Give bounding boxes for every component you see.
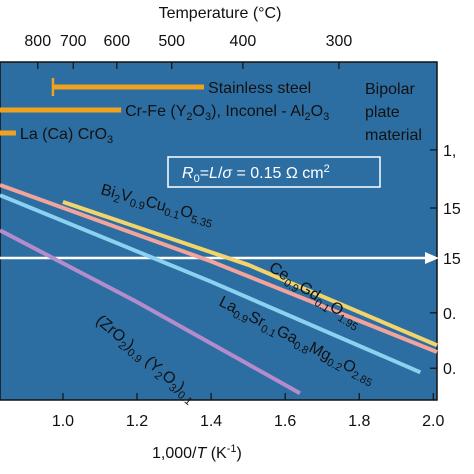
- y2-tick-label: 15: [443, 201, 461, 218]
- x2-tick-label: 700: [60, 33, 87, 50]
- range-title: material: [365, 127, 422, 144]
- x-tick-label: 1.0: [52, 413, 74, 430]
- text-part: 0.1: [163, 206, 181, 222]
- text-part: 0.9: [128, 197, 146, 213]
- chart-title: Temperature (°C): [159, 5, 282, 22]
- text-part: O: [311, 103, 323, 120]
- text-part: La (Ca) CrO: [20, 126, 107, 143]
- plot-area: [0, 61, 438, 401]
- text-part: σ: [222, 165, 233, 182]
- text-part: 2: [186, 111, 192, 123]
- series-line: [0, 183, 438, 354]
- range-bar: [52, 84, 205, 90]
- x-tick-label: 1.6: [274, 413, 296, 430]
- arrow-head: [425, 252, 439, 265]
- text-part: 2: [305, 111, 311, 123]
- series-line: [0, 193, 422, 375]
- formula: R0=L/σ = 0.15 Ω cm2: [182, 163, 330, 185]
- text-part: 3: [107, 134, 113, 146]
- x-tick-label: 2.0: [422, 413, 444, 430]
- range-label: Cr-Fe (Y2O3), Inconel - Al2O3: [125, 103, 329, 123]
- text-part: 5.35: [189, 214, 213, 231]
- text-part: V: [119, 187, 134, 206]
- text-part: O: [193, 103, 205, 120]
- series-label: La0.9Sr0.1Ga0.8Mg0.2O2.85: [215, 293, 378, 389]
- text-part: ), Inconel - Al: [211, 103, 304, 120]
- text-part: T: [196, 445, 207, 462]
- x2-tick-label: 500: [158, 33, 185, 50]
- text-part: = 0.15 Ω cm: [232, 165, 324, 182]
- text-part: -1: [227, 443, 237, 455]
- text-part: La: [216, 293, 240, 316]
- text-part: (K: [206, 445, 227, 462]
- formula-box: [167, 156, 381, 188]
- x-axis-label: 1,000/T (K-1): [152, 443, 242, 462]
- text-part: R: [182, 165, 194, 182]
- text-part: 0: [194, 173, 200, 185]
- text-part: Cu: [144, 193, 168, 215]
- x2-tick-label: 800: [24, 33, 51, 50]
- text-part: 3: [205, 111, 211, 123]
- x2-tick-label: 400: [230, 33, 257, 50]
- text-part: Cr-Fe (Y: [125, 103, 187, 120]
- text-part: Bi: [99, 181, 117, 201]
- range-bar: [0, 130, 16, 136]
- text-part: O: [178, 203, 194, 223]
- text-part: 2: [112, 193, 121, 206]
- text-part: ): [237, 445, 242, 462]
- y2-tick-label: 1,: [443, 143, 456, 160]
- range-bar: [0, 107, 122, 113]
- x2-tick-label: 300: [326, 33, 353, 50]
- x-tick-label: 1.8: [348, 413, 370, 430]
- y2-tick-label: 0.: [443, 361, 456, 378]
- range-title: plate: [365, 104, 400, 121]
- range-label: La (Ca) CrO3: [20, 126, 113, 146]
- text-part: 3: [323, 111, 329, 123]
- x2-tick-label: 600: [103, 33, 130, 50]
- range-label: Stainless steel: [208, 80, 311, 97]
- text-part: 2: [324, 163, 330, 175]
- text-part: /: [218, 165, 223, 182]
- text-part: Sr: [246, 308, 269, 331]
- text-part: 1,000/: [152, 445, 197, 462]
- series-line: [62, 200, 438, 348]
- text-part: Stainless steel: [208, 80, 311, 97]
- y2-tick-label: 0.: [443, 306, 456, 323]
- text-part: =: [200, 165, 209, 182]
- series-line: [0, 228, 301, 395]
- range-title: Bipolar: [365, 81, 415, 98]
- text-part: L: [209, 165, 218, 182]
- x-tick-label: 1.2: [126, 413, 148, 430]
- y2-tick-label: 15: [443, 251, 461, 268]
- x-tick-label: 1.4: [200, 413, 222, 430]
- series-label: Bi2V0.9Cu0.1O5.35: [98, 181, 215, 230]
